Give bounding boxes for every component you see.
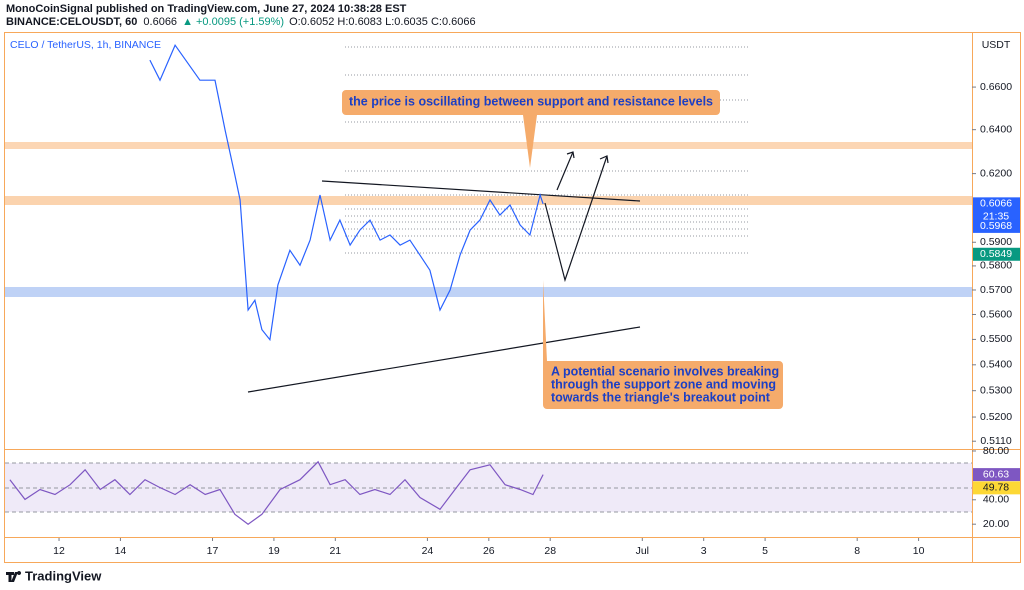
x-tick-label: 21 [329,545,341,557]
ohlc: O:0.6052 H:0.6083 L:0.6035 C:0.6066 [289,16,476,28]
y-tick-label: 20.00 [983,518,1009,530]
price-marker-label: 0.5968 [980,220,1012,232]
x-tick-label: 12 [53,545,65,557]
y-tick-label: 0.5700 [980,284,1012,296]
resistance-zone [5,196,972,205]
annotation: A potential scenario involves breaking [551,364,779,378]
y-tick-label: 0.5900 [980,236,1012,248]
x-tick-label: 17 [207,545,219,557]
series-legend: CELO / TetherUS, 1h, BINANCE [10,39,161,51]
last-price: 0.6066 [143,16,177,28]
symbol-line: BINANCE:CELOUSDT, 60 0.6066 ▲ +0.0095 (+1.… [6,16,476,28]
value-marker-label: 49.78 [983,482,1009,494]
x-tick-label: 10 [913,545,925,557]
currency-label: USDT [982,39,1011,51]
value-marker-label: 60.63 [983,468,1009,480]
publisher: MonoCoinSignal published on TradingView.… [6,3,407,15]
price-marker-label: 0.5849 [980,248,1012,260]
resistance-zone [5,142,972,149]
y-tick-label: 80.00 [983,445,1009,457]
y-tick-label: 0.5500 [980,333,1012,345]
y-tick-label: 0.5400 [980,359,1012,371]
chart-frame [4,32,1021,563]
price-marker [973,219,1020,233]
x-tick-label: 26 [483,545,495,557]
symbol: BINANCE:CELOUSDT, 60 [6,16,137,28]
y-tick-label: 40.00 [983,494,1009,506]
fib-levels [345,46,748,254]
rsi-levels [5,462,972,513]
y-tick-label: 0.5200 [980,411,1012,423]
brand: TradingView [25,568,102,583]
x-tick-label: Jul [636,545,649,557]
price-change: ▲ +0.0095 (+1.59%) [182,16,284,28]
value-marker [973,468,1020,482]
x-tick-label: 28 [544,545,556,557]
x-tick-label: 3 [701,545,707,557]
price-line [149,43,544,342]
annotation: through the support zone and moving [551,377,776,391]
y-tick-label: 0.6600 [980,81,1012,93]
publisher-line: MonoCoinSignal published on TradingView.… [6,3,407,15]
annotation: the price is oscillating between support… [349,94,713,108]
x-tick-label: 14 [115,545,127,557]
y-tick-label: 0.6200 [980,167,1012,179]
footer: TradingView [6,568,102,583]
drawings [247,151,641,393]
value-marker [973,481,1020,495]
y-tick-label: 0.6400 [980,123,1012,135]
price-line [9,460,544,525]
callout-bottom: A potential scenario involves breaking t… [543,280,783,409]
y-tick-label: 0.5600 [980,308,1012,320]
x-tick-label: 19 [268,545,280,557]
countdown: 21:35 [983,211,1009,223]
y-tick-label: 0.5110 [980,435,1011,447]
y-tick-label: 0.5300 [980,384,1012,396]
price-marker [973,247,1020,261]
x-tick-label: 5 [762,545,768,557]
x-tick-label: 8 [854,545,860,557]
support-zone [5,287,972,297]
price-marker [973,197,1020,224]
price-marker-label: 0.6066 [980,198,1012,210]
x-tick-label: 24 [422,545,434,557]
y-tick-label: 0.5800 [980,260,1012,272]
annotation: towards the triangle's breakout point [551,390,771,404]
callout-top: the price is oscillating between support… [342,90,720,168]
